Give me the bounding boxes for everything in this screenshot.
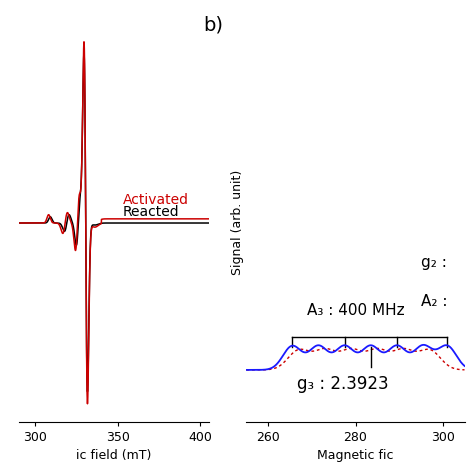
- Y-axis label: Signal (arb. unit): Signal (arb. unit): [231, 170, 244, 275]
- Text: g₂ :: g₂ :: [421, 255, 447, 270]
- Text: Reacted: Reacted: [123, 205, 180, 219]
- Text: A₃ : 400 MHz: A₃ : 400 MHz: [307, 302, 404, 318]
- X-axis label: Magnetic fic: Magnetic fic: [317, 449, 394, 463]
- X-axis label: ic field (mT): ic field (mT): [76, 449, 152, 463]
- Text: b): b): [203, 16, 223, 35]
- Text: A₂ :: A₂ :: [421, 294, 447, 310]
- Text: g₃ : 2.3923: g₃ : 2.3923: [297, 375, 388, 393]
- Text: Activated: Activated: [123, 192, 189, 207]
